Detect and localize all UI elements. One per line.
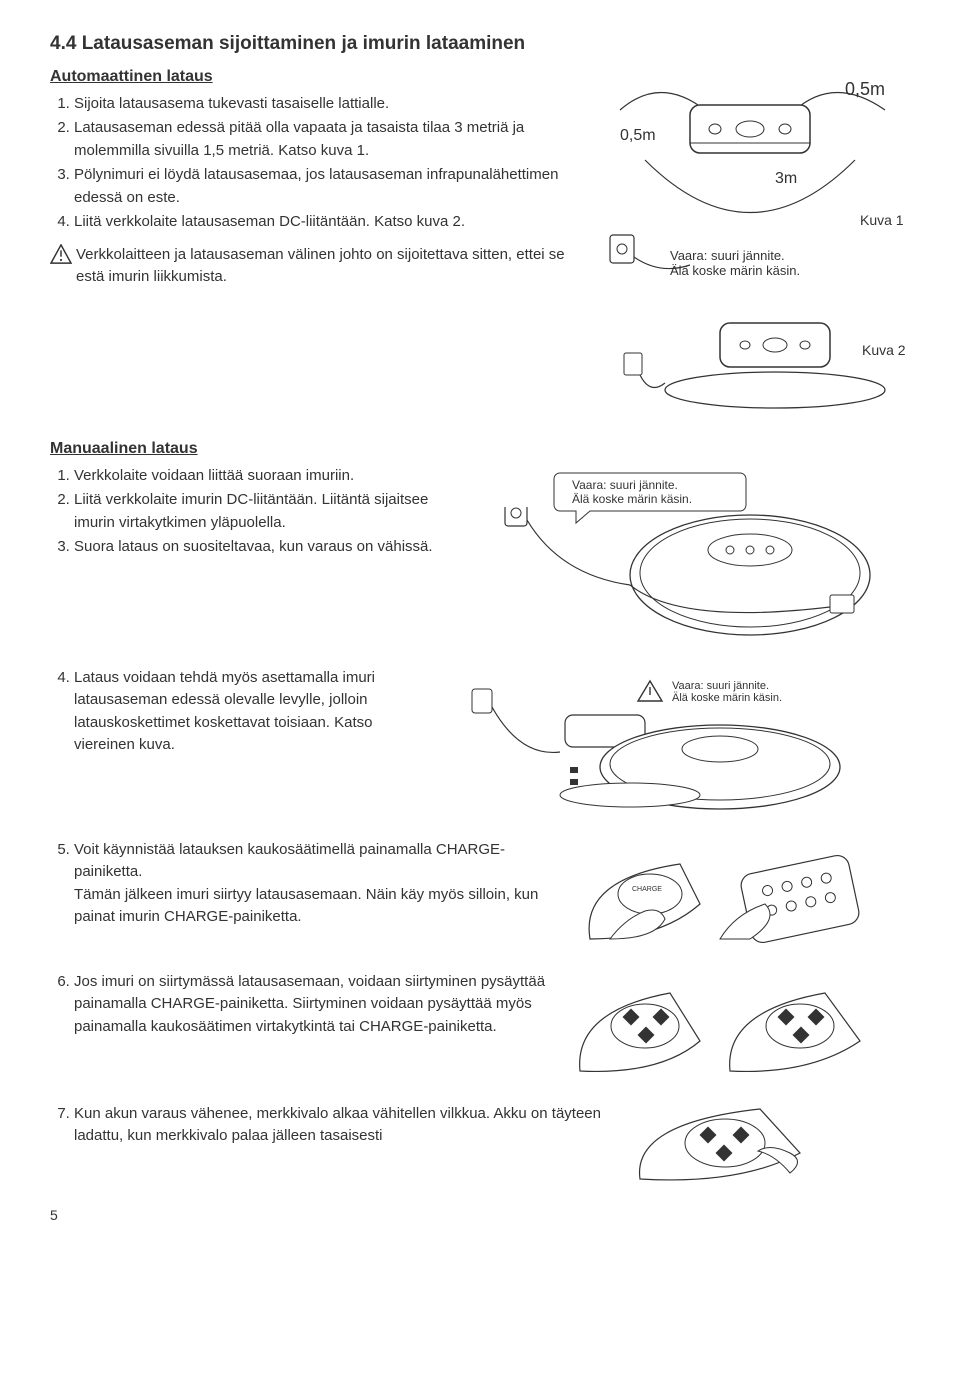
item5-line1: Voit käynnistää latauksen kaukosäätimell… (74, 841, 505, 881)
svg-text:Vaara: suuri jännite.: Vaara: suuri jännite. (670, 248, 785, 263)
manual-row-1: Verkkolaite voidaan liittää suoraan imur… (50, 465, 910, 645)
remote-and-robot-diagram: CHARGE (570, 839, 870, 949)
svg-text:Älä koske märin käsin.: Älä koske märin käsin. (672, 692, 782, 704)
manual-list-6: Jos imuri on siirtymässä latausasemaan, … (50, 971, 550, 1039)
manual-fig-1: Vaara: suuri jännite. Älä koske märin kä… (480, 465, 880, 645)
auto-text-column: Automaattinen lataus Sijoita latausasema… (50, 65, 570, 289)
indicator-panel-diagram (630, 1103, 870, 1183)
figure1-column: 0,5m 0,5m 3m Vaara: suuri jännite. Älä k… (590, 65, 910, 415)
manual-row-6: Jos imuri on siirtymässä latausasemaan, … (50, 971, 910, 1081)
svg-text:CHARGE: CHARGE (632, 886, 662, 893)
list-item: Verkkolaite voidaan liittää suoraan imur… (74, 465, 460, 488)
manual-fig-5: CHARGE (570, 839, 870, 949)
manual-fig-4: Vaara: suuri jännite. Älä koske märin kä… (450, 667, 870, 817)
list-item: Suora lataus on suositeltavaa, kun varau… (74, 536, 460, 559)
manual-fig-7 (630, 1103, 870, 1183)
robot-on-dockplate-diagram: Vaara: suuri jännite. Älä koske märin kä… (450, 667, 870, 817)
manual-list-1: Verkkolaite voidaan liittää suoraan imur… (50, 465, 460, 559)
manual-text-4: Lataus voidaan tehdä myös asettamalla im… (50, 667, 430, 759)
auto-list: Sijoita latausasema tukevasti tasaiselle… (50, 93, 570, 234)
auto-heading: Automaattinen lataus (50, 65, 570, 89)
robot-direct-charge-diagram: Vaara: suuri jännite. Älä koske märin kä… (480, 465, 880, 645)
section-title: 4.4 Latausaseman sijoittaminen ja imurin… (50, 30, 910, 59)
auto-charge-row: Automaattinen lataus Sijoita latausasema… (50, 65, 910, 415)
list-item: Lataus voidaan tehdä myös asettamalla im… (74, 667, 430, 757)
cord-warning-block: Verkkolaitteen ja latausaseman välinen j… (50, 244, 570, 289)
manual-fig-6 (570, 971, 870, 1081)
list-item: Sijoita latausasema tukevasti tasaiselle… (74, 93, 570, 116)
list-item: Latausaseman edessä pitää olla vapaata j… (74, 117, 570, 162)
item5-line2: Tämän jälkeen imuri siirtyy latausasemaa… (74, 886, 538, 926)
manual-row-5: Voit käynnistää latauksen kaukosäätimell… (50, 839, 910, 949)
svg-text:0,5m: 0,5m (620, 127, 656, 144)
manual-text-6: Jos imuri on siirtymässä latausasemaan, … (50, 971, 550, 1041)
cord-warning-text: Verkkolaitteen ja latausaseman välinen j… (76, 244, 570, 289)
figure1-diagram: 0,5m 0,5m 3m Vaara: suuri jännite. Älä k… (590, 65, 910, 295)
svg-text:Vaara: suuri jännite.: Vaara: suuri jännite. (572, 478, 678, 492)
page-number: 5 (50, 1205, 910, 1226)
list-item: Jos imuri on siirtymässä latausasemaan, … (74, 971, 550, 1039)
manual-list-7: Kun akun varaus vähenee, merkkivalo alka… (50, 1103, 610, 1148)
manual-row-7: Kun akun varaus vähenee, merkkivalo alka… (50, 1103, 910, 1183)
warning-triangle-icon (50, 244, 72, 264)
manual-text-5: Voit käynnistää latauksen kaukosäätimell… (50, 839, 550, 931)
svg-text:Älä koske märin käsin.: Älä koske märin käsin. (572, 492, 692, 506)
manual-row-4: Lataus voidaan tehdä myös asettamalla im… (50, 667, 910, 817)
svg-text:Kuva 2: Kuva 2 (862, 342, 906, 358)
manual-heading: Manuaalinen lataus (50, 437, 910, 461)
list-item: Kun akun varaus vähenee, merkkivalo alka… (74, 1103, 610, 1148)
figure2-diagram: Kuva 2 (590, 295, 910, 415)
manual-list-5: Voit käynnistää latauksen kaukosäätimell… (50, 839, 550, 929)
svg-text:0,5m: 0,5m (845, 79, 885, 99)
manual-list-4: Lataus voidaan tehdä myös asettamalla im… (50, 667, 430, 757)
svg-text:Vaara: suuri jännite.: Vaara: suuri jännite. (672, 680, 769, 692)
list-item: Liitä verkkolaite imurin DC-liitäntään. … (74, 489, 460, 534)
list-item: Pölynimuri ei löydä latausasemaa, jos la… (74, 164, 570, 209)
svg-text:Kuva 1: Kuva 1 (860, 212, 904, 228)
list-item: Liitä verkkolaite latausaseman DC-liitän… (74, 211, 570, 234)
svg-text:Älä koske märin käsin.: Älä koske märin käsin. (670, 263, 800, 278)
manual-text-1: Verkkolaite voidaan liittää suoraan imur… (50, 465, 460, 561)
list-item: Voit käynnistää latauksen kaukosäätimell… (74, 839, 550, 929)
manual-text-7: Kun akun varaus vähenee, merkkivalo alka… (50, 1103, 610, 1150)
svg-text:3m: 3m (775, 170, 797, 187)
two-button-panels-diagram (570, 971, 870, 1081)
